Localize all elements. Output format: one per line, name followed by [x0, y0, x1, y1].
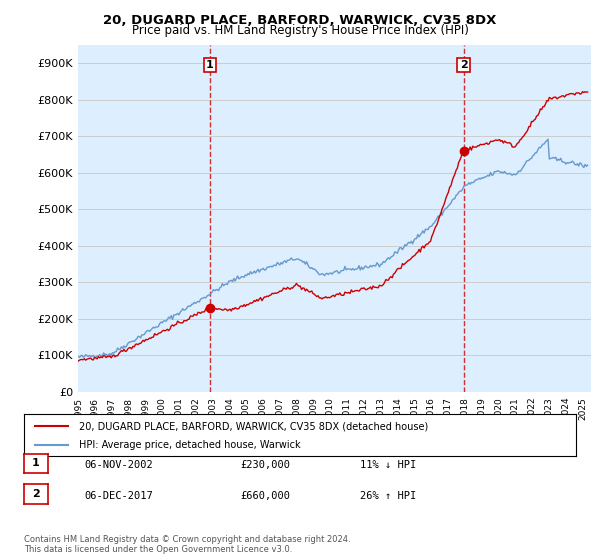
Text: 06-DEC-2017: 06-DEC-2017 — [84, 491, 153, 501]
Text: 2: 2 — [460, 60, 467, 70]
Text: 2: 2 — [32, 489, 40, 499]
Text: 20, DUGARD PLACE, BARFORD, WARWICK, CV35 8DX (detached house): 20, DUGARD PLACE, BARFORD, WARWICK, CV35… — [79, 421, 428, 431]
Text: £660,000: £660,000 — [240, 491, 290, 501]
Text: 06-NOV-2002: 06-NOV-2002 — [84, 460, 153, 470]
Text: 1: 1 — [206, 60, 214, 70]
Text: Contains HM Land Registry data © Crown copyright and database right 2024.
This d: Contains HM Land Registry data © Crown c… — [24, 535, 350, 554]
Text: £230,000: £230,000 — [240, 460, 290, 470]
Text: 11% ↓ HPI: 11% ↓ HPI — [360, 460, 416, 470]
Text: HPI: Average price, detached house, Warwick: HPI: Average price, detached house, Warw… — [79, 440, 301, 450]
Text: 26% ↑ HPI: 26% ↑ HPI — [360, 491, 416, 501]
Text: 1: 1 — [32, 459, 40, 468]
Text: 20, DUGARD PLACE, BARFORD, WARWICK, CV35 8DX: 20, DUGARD PLACE, BARFORD, WARWICK, CV35… — [103, 14, 497, 27]
Text: Price paid vs. HM Land Registry's House Price Index (HPI): Price paid vs. HM Land Registry's House … — [131, 24, 469, 37]
